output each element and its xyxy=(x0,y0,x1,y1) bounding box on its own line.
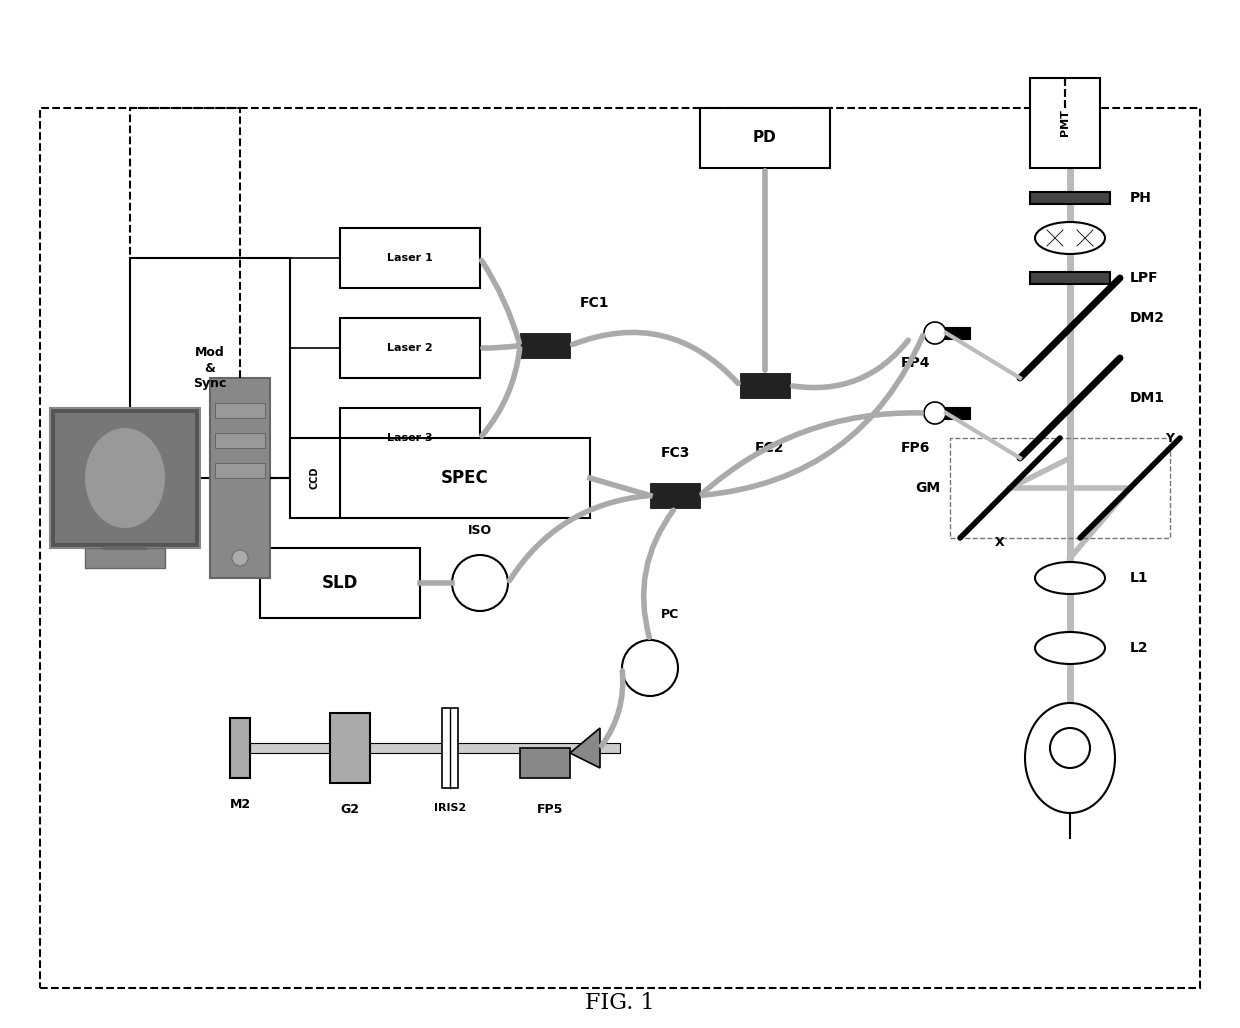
Bar xyxy=(340,318,480,378)
Text: IRIS2: IRIS2 xyxy=(434,803,466,813)
Bar xyxy=(340,438,590,518)
Bar xyxy=(1030,272,1110,284)
Text: LPF: LPF xyxy=(1130,271,1158,285)
Text: FP6: FP6 xyxy=(900,441,930,455)
Bar xyxy=(330,713,370,783)
Text: Laser 3: Laser 3 xyxy=(387,433,433,443)
Ellipse shape xyxy=(924,402,946,424)
Bar xyxy=(701,108,830,168)
Text: CCD: CCD xyxy=(310,467,320,489)
Text: Mod
&
Sync: Mod & Sync xyxy=(193,346,227,390)
Text: Laser 1: Laser 1 xyxy=(387,253,433,263)
Bar xyxy=(215,463,265,478)
Text: FC3: FC3 xyxy=(661,446,689,460)
Circle shape xyxy=(622,640,678,696)
Ellipse shape xyxy=(1035,632,1105,664)
Ellipse shape xyxy=(1035,562,1105,594)
Text: G2: G2 xyxy=(341,803,360,816)
Bar xyxy=(290,438,340,518)
Text: X: X xyxy=(996,537,1004,550)
Text: FP5: FP5 xyxy=(537,803,563,816)
Text: Y: Y xyxy=(1166,432,1174,444)
Bar xyxy=(1030,192,1110,204)
Text: DM1: DM1 xyxy=(1130,391,1166,405)
Text: L2: L2 xyxy=(1130,641,1148,655)
Bar xyxy=(260,548,420,618)
Bar xyxy=(229,718,250,778)
Circle shape xyxy=(232,550,248,566)
Ellipse shape xyxy=(1050,728,1090,768)
Bar xyxy=(441,708,458,788)
Ellipse shape xyxy=(86,428,165,528)
Text: M2: M2 xyxy=(229,798,250,811)
Text: ISO: ISO xyxy=(467,523,492,537)
Bar xyxy=(520,748,570,778)
Bar xyxy=(55,413,195,543)
Ellipse shape xyxy=(924,322,946,344)
Ellipse shape xyxy=(1025,703,1115,813)
Text: SPEC: SPEC xyxy=(441,469,489,487)
Polygon shape xyxy=(570,728,600,768)
Bar xyxy=(40,108,1200,988)
Text: GM: GM xyxy=(915,481,940,495)
Text: PH: PH xyxy=(1130,191,1152,205)
Text: SLD: SLD xyxy=(322,574,358,592)
Bar xyxy=(50,408,200,548)
Text: L1: L1 xyxy=(1130,571,1148,585)
Text: PD: PD xyxy=(753,131,777,146)
Text: FP4: FP4 xyxy=(900,356,930,370)
Bar xyxy=(86,548,165,568)
Bar xyxy=(215,433,265,448)
Text: DM2: DM2 xyxy=(1130,311,1166,325)
Bar xyxy=(210,378,270,578)
Bar xyxy=(650,483,701,508)
Bar xyxy=(340,228,480,288)
Text: FC2: FC2 xyxy=(755,441,785,455)
Bar xyxy=(950,438,1171,538)
Text: FC1: FC1 xyxy=(580,296,610,310)
Bar xyxy=(250,743,620,752)
Text: PC: PC xyxy=(661,609,680,622)
Bar xyxy=(940,327,970,339)
Bar xyxy=(1030,78,1100,168)
Text: PMT: PMT xyxy=(1060,110,1070,137)
Circle shape xyxy=(453,555,508,611)
Text: Laser 2: Laser 2 xyxy=(387,343,433,353)
Bar xyxy=(130,258,290,478)
Bar xyxy=(215,403,265,418)
Ellipse shape xyxy=(1035,222,1105,254)
Text: FIG. 1: FIG. 1 xyxy=(585,992,655,1014)
Bar xyxy=(340,408,480,468)
Bar xyxy=(520,333,570,358)
Bar xyxy=(740,373,790,398)
Bar xyxy=(940,407,970,419)
